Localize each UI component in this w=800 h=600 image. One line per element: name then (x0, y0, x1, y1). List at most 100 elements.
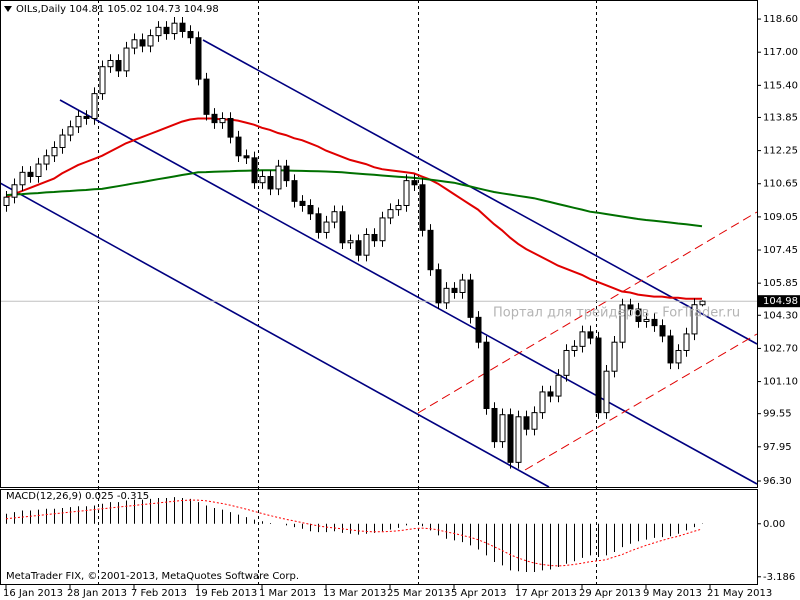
candle-body (443, 287, 450, 304)
candle-body (651, 318, 658, 327)
candle-body (555, 374, 562, 397)
candle-body (243, 155, 250, 159)
candle-body (155, 26, 162, 37)
y-tick-label: 97.95 (763, 442, 792, 453)
trendline (59, 99, 758, 485)
x-tick-label: 19 Feb 2013 (195, 588, 257, 599)
y-tick-label: 117.00 (763, 47, 798, 58)
y-tick-label: -3.186 (763, 572, 795, 583)
last-price-tag (758, 295, 800, 308)
candle-body (179, 22, 186, 32)
candle-body (611, 341, 618, 372)
candle-body (19, 171, 26, 186)
candle-body (11, 184, 18, 198)
candle-body (635, 308, 642, 322)
x-tick-label: 7 Feb 2013 (131, 588, 187, 599)
candle-body (267, 175, 274, 190)
candle-body (507, 414, 514, 463)
candle-body (571, 345, 578, 351)
y-tick-label: 102.70 (763, 343, 798, 354)
candle-body (499, 414, 506, 443)
y-tick-label: 96.30 (763, 476, 792, 487)
candle-body (139, 39, 146, 47)
candle-body (227, 117, 234, 138)
blue-channel (0, 39, 758, 488)
x-tick-label: 5 Apr 2013 (451, 588, 506, 599)
x-tick-label: 28 Jan 2013 (67, 588, 127, 599)
y-tick-label: 118.60 (763, 14, 798, 25)
candle-body (459, 279, 466, 293)
symbol-icon (4, 6, 12, 12)
candle-body (147, 35, 154, 47)
candle-body (379, 217, 386, 242)
x-tick-label: 29 Apr 2013 (579, 588, 641, 599)
x-tick-label: 25 Mar 2013 (387, 588, 450, 599)
trendline (202, 39, 758, 345)
candle-body (579, 331, 586, 347)
candle-body (91, 93, 98, 119)
candle-body (291, 180, 298, 202)
trendline (417, 211, 758, 414)
candle-body (307, 204, 314, 215)
candle-body (643, 318, 650, 322)
candle-body (475, 316, 482, 343)
y-tick-label: 115.40 (763, 80, 798, 91)
candle-body (667, 335, 674, 364)
candle-body (595, 337, 602, 414)
candle-body (299, 200, 306, 206)
candle-body (339, 211, 346, 244)
y-tick-label: 105.85 (763, 278, 798, 289)
candle-body (115, 59, 122, 72)
candle-body (387, 209, 394, 219)
last-price-label: 104.98 (763, 296, 798, 307)
x-tick-label: 17 Apr 2013 (515, 588, 577, 599)
y-tick-label: 104.30 (763, 310, 798, 321)
candle-body (171, 22, 178, 35)
candle-body (275, 165, 282, 190)
candle-body (451, 287, 458, 293)
candle-body (619, 304, 626, 343)
candle-body (195, 37, 202, 80)
x-tick-label: 16 Jan 2013 (3, 588, 63, 599)
candle-body (83, 115, 90, 119)
candle-body (699, 300, 706, 306)
line-series (5, 169, 703, 228)
candle-body (523, 416, 530, 430)
candle-body (691, 304, 698, 335)
candle-body (515, 416, 522, 463)
candle-body (427, 229, 434, 271)
candle-body (563, 349, 570, 376)
main-frame (0, 0, 758, 488)
y-tick-label: 113.85 (763, 112, 798, 123)
candle-body (435, 269, 442, 304)
candle-body (251, 157, 258, 184)
candle-body (59, 134, 66, 148)
y-tick-label: 99.55 (763, 409, 792, 420)
candle-body (235, 136, 242, 157)
candle-body (211, 113, 218, 124)
trendline (524, 333, 758, 471)
chart-title: OILs,Daily 104.81 105.02 104.73 104.98 (16, 4, 219, 15)
candle-body (187, 30, 194, 39)
candle-body (411, 180, 418, 186)
y-tick-label: 112.25 (763, 146, 798, 157)
candle-body (203, 78, 210, 115)
candle-body (315, 213, 322, 233)
x-tick-label: 9 May 2013 (643, 588, 702, 599)
candle-body (403, 180, 410, 206)
candle-body (395, 204, 402, 211)
candle-body (331, 211, 338, 223)
footer: MetaTrader FIX, © 2001-2013, MetaQuotes … (6, 571, 299, 582)
plot: 118.60 117.00 115.40 113.85 112.25 110.65 109.… (0, 14, 800, 599)
candle-body (259, 175, 266, 184)
x-tick-label: 1 Mar 2013 (259, 588, 316, 599)
y-tick-label: 0.00 (763, 519, 785, 530)
candle-body (123, 47, 130, 72)
watermark: Портал для трейдеров - ForTrader.ru (493, 306, 740, 321)
candle-body (219, 117, 226, 124)
macd-title: MACD(12,26,9) 0.025 -0.315 (6, 491, 149, 502)
candle-body (659, 325, 666, 337)
candle-body (3, 196, 10, 206)
